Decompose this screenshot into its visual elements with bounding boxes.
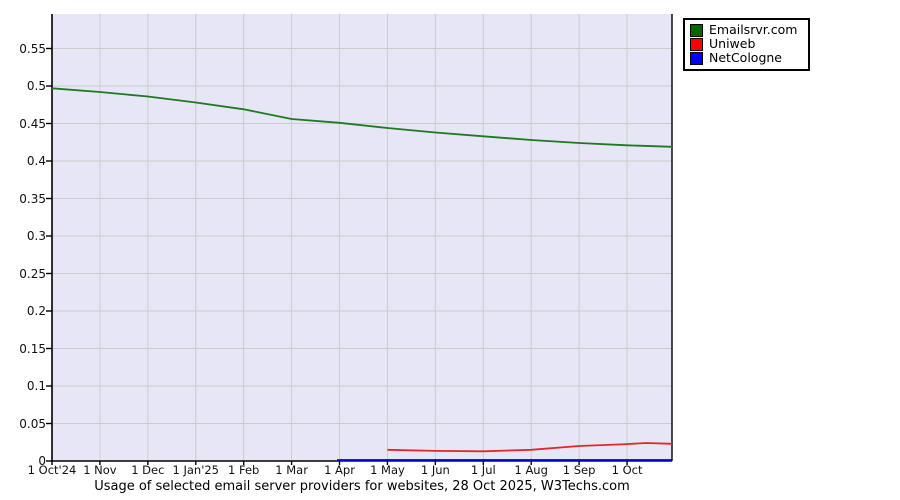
y-axis-label: 0.05	[19, 416, 46, 431]
legend: Emailsrvr.com Uniweb NetCologne	[683, 18, 811, 71]
legend-label: NetCologne	[709, 50, 782, 65]
x-axis-label: 1 Oct'24	[27, 463, 77, 477]
y-axis-label: 0.35	[19, 191, 46, 206]
y-axis-label: 0.45	[19, 116, 46, 131]
legend-label: Uniweb	[709, 36, 756, 51]
y-axis-label: 0.5	[26, 79, 46, 93]
x-axis-label: 1 Feb	[228, 463, 260, 477]
y-axis-label: 0	[38, 454, 46, 468]
legend-swatch-icon	[690, 37, 703, 51]
legend-items: Emailsrvr.com Uniweb NetCologne	[690, 23, 797, 65]
y-axis-label: 0.4	[26, 154, 46, 168]
x-axis-label: 1 Mar	[275, 463, 308, 477]
x-axis-label: 1 Jun	[420, 463, 450, 477]
legend-item: Uniweb	[690, 37, 797, 51]
y-axis-label: 0.3	[26, 229, 46, 243]
series-line-uniweb	[387, 442, 673, 453]
x-axis-label: 1 Oct	[611, 463, 643, 477]
legend-item: NetCologne	[690, 51, 797, 65]
x-axis-label: 1 Jul	[470, 463, 496, 477]
x-axis-label: 1 May	[370, 463, 405, 477]
legend-swatch-icon	[690, 23, 703, 37]
legend-swatch-icon	[690, 51, 703, 65]
y-axis-label: 0.55	[19, 41, 46, 56]
x-axis-label: 1 Dec	[131, 463, 165, 477]
legend-label: Emailsrvr.com	[709, 22, 798, 37]
y-axis-label: 0.2	[26, 304, 46, 318]
chart-caption: Usage of selected email server providers…	[94, 479, 630, 494]
x-axis-label: 1 Nov	[83, 463, 117, 477]
legend-item: Emailsrvr.com	[690, 23, 797, 37]
x-axis-label: 1 Jan'25	[172, 463, 220, 477]
y-axis-label: 0.25	[19, 266, 46, 281]
x-axis-label: 1 Sep	[562, 463, 596, 477]
y-axis-label: 0.1	[26, 379, 46, 393]
y-axis-label: 0.15	[19, 341, 46, 356]
x-axis-label: 1 Aug	[514, 463, 548, 477]
x-axis-label: 1 Apr	[324, 463, 355, 477]
series-line-emailsrvr-com	[51, 87, 673, 148]
